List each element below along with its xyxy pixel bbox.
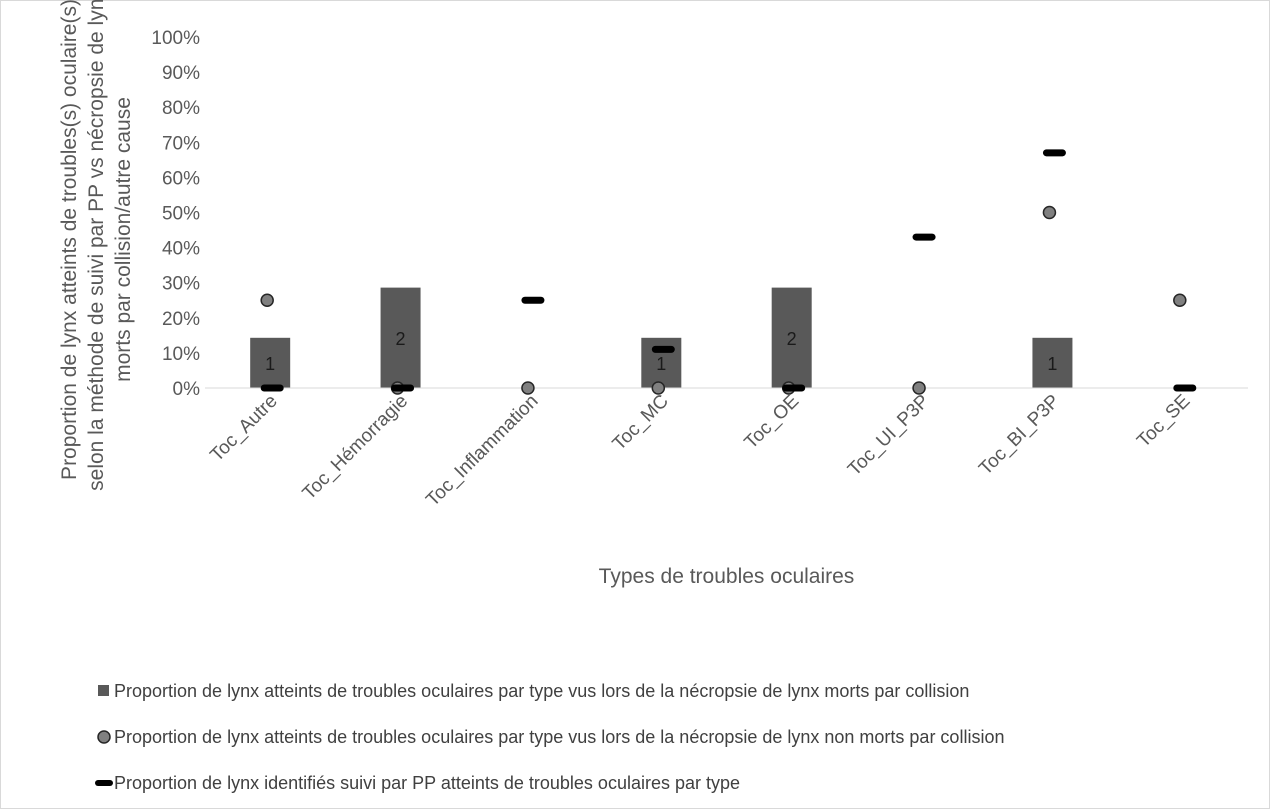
x-axis-title: Types de troubles oculaires bbox=[599, 565, 855, 588]
x-tick-label: Toc_Inflammation bbox=[422, 391, 542, 511]
y-tick-label: 50% bbox=[162, 204, 200, 225]
y-tick-label: 0% bbox=[173, 379, 201, 400]
bar-labels: 1 2 1 2 1 bbox=[265, 329, 1057, 374]
y-axis-title-line: selon la méthode de suivi par PP vs nécr… bbox=[85, 0, 108, 491]
bar-data-label: 1 bbox=[656, 354, 666, 374]
y-tick-label: 100% bbox=[151, 28, 200, 49]
legend-entry-dashes: Proportion de lynx identifiés suivi par … bbox=[114, 773, 740, 793]
legend-circle-symbol bbox=[97, 730, 111, 744]
circle-marker bbox=[260, 293, 274, 307]
legend-entry-circles: Proportion de lynx atteints de troubles … bbox=[114, 727, 1004, 747]
circle-marker bbox=[1042, 205, 1057, 220]
y-axis-title-line: Proportion de lynx atteints de troubles(… bbox=[58, 0, 81, 480]
circle-marker bbox=[1173, 293, 1187, 307]
circle-marker bbox=[521, 381, 535, 395]
y-tick-label: 20% bbox=[162, 309, 200, 330]
circle-marker bbox=[651, 381, 666, 395]
legend-bar-symbol bbox=[98, 685, 109, 696]
bar bbox=[250, 337, 291, 388]
y-axis-title: Proportion de lynx atteints de troubles(… bbox=[58, 0, 135, 491]
y-tick-label: 90% bbox=[162, 63, 200, 84]
x-tick-label: Toc_BI_P3P bbox=[975, 391, 1064, 480]
y-tick-label: 70% bbox=[162, 133, 200, 154]
bar bbox=[380, 287, 421, 388]
bar-data-label: 1 bbox=[265, 354, 275, 374]
bar-data-label: 2 bbox=[787, 329, 797, 349]
bar-data-label: 2 bbox=[396, 329, 406, 349]
bar bbox=[771, 287, 812, 388]
circle-marker bbox=[912, 381, 926, 395]
x-tick-label: Toc_UI_P3P bbox=[844, 391, 934, 481]
x-tick-label: Toc_SE bbox=[1133, 391, 1194, 452]
y-tick-label: 30% bbox=[162, 274, 200, 295]
x-tick-label: Toc_Hémorragie bbox=[299, 391, 412, 504]
bar-data-label: 1 bbox=[1047, 354, 1057, 374]
x-tick-label: Toc_OE bbox=[741, 391, 804, 454]
y-tick-labels: 0% 10% 20% 30% 40% 50% 60% 70% 80% 90% 100% bbox=[151, 28, 200, 400]
legend: Proportion de lynx atteints de troubles … bbox=[95, 681, 1004, 793]
x-tick-labels: Toc_Autre Toc_Hémorragie Toc_Inflammation T… bbox=[206, 391, 1194, 511]
x-tick-label: Toc_Autre bbox=[206, 391, 281, 466]
y-tick-label: 80% bbox=[162, 98, 200, 119]
bars bbox=[250, 287, 1073, 388]
x-tick-label: Toc_MC bbox=[609, 391, 673, 455]
dash-markers bbox=[260, 149, 1197, 392]
legend-entry-bars: Proportion de lynx atteints de troubles … bbox=[114, 681, 969, 701]
y-tick-label: 10% bbox=[162, 344, 200, 365]
y-tick-label: 40% bbox=[162, 239, 200, 260]
y-tick-label: 60% bbox=[162, 168, 200, 189]
y-axis-title-line: morts par collision/autre cause bbox=[112, 97, 135, 382]
bar bbox=[1032, 337, 1073, 388]
